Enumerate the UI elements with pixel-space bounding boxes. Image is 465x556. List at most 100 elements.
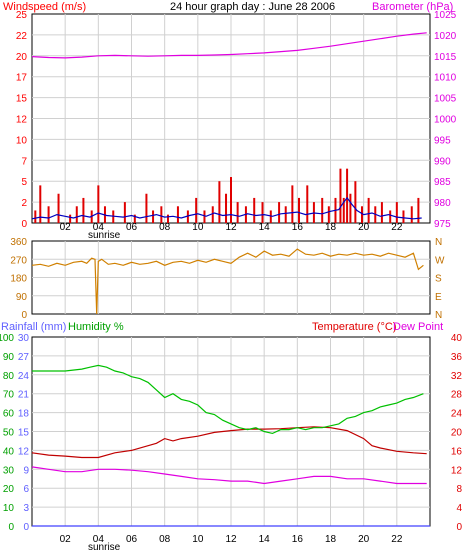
compass-y-tick: S xyxy=(435,274,442,285)
temp-x-tick: 06 xyxy=(126,534,138,545)
humidity-y-tick: 70 xyxy=(3,390,15,401)
rain-y-tick: 9 xyxy=(23,465,29,476)
baro-y-tick: 995 xyxy=(434,135,451,146)
temp-y-tick: 36 xyxy=(451,352,463,363)
temp-axis-label: Temperature (°C) xyxy=(312,321,396,333)
sunrise-label-bottom: sunrise xyxy=(88,542,121,553)
wind-y-tick: 10 xyxy=(16,135,28,146)
temp-axis-ticks: 0 4 8 12 16 20 24 28 32 36 40 xyxy=(451,333,463,533)
temp-y-tick: 24 xyxy=(451,409,463,420)
rain-y-tick: 27 xyxy=(18,352,30,363)
rain-axis-ticks: 0 3 6 9 12 15 18 21 24 27 30 xyxy=(18,333,30,533)
humidity-y-tick: 60 xyxy=(3,409,15,420)
humidity-y-tick: 20 xyxy=(3,484,15,495)
direction-y-tick: 90 xyxy=(16,292,28,303)
temp-x-tick: 16 xyxy=(292,534,304,545)
temp-x-tick: 08 xyxy=(159,534,171,545)
rain-y-tick: 6 xyxy=(23,484,29,495)
wind-y-tick: 22 xyxy=(16,31,28,42)
temp-x-tick: 14 xyxy=(259,534,271,545)
wind-x-tick: 02 xyxy=(60,222,72,233)
humidity-y-tick: 0 xyxy=(8,522,14,533)
wind-x-tick: 04 xyxy=(93,222,105,233)
dew-point-line xyxy=(31,466,427,485)
wind-y-tick: 12 xyxy=(16,115,28,126)
wind-y-tick: 0 xyxy=(21,219,27,230)
temp-y-tick: 4 xyxy=(456,503,462,514)
humidity-y-tick: 50 xyxy=(3,428,15,439)
rain-y-tick: 3 xyxy=(23,503,29,514)
temp-x-tick: 02 xyxy=(60,534,72,545)
temp-x-tick: 04 xyxy=(93,534,105,545)
humidity-axis-label: Humidity % xyxy=(68,321,124,333)
wind-y-tick: 15 xyxy=(16,94,28,105)
wind-average-line xyxy=(31,196,422,220)
chart-title: 24 hour graph day : June 28 2006 xyxy=(170,1,335,13)
temp-x-tick: 12 xyxy=(225,534,237,545)
temperature-line xyxy=(31,426,427,459)
direction-axis-ticks: 360 270 180 90 0 xyxy=(10,237,27,321)
wind-x-tick: 22 xyxy=(391,222,403,233)
wind-axis-label: Windspeed (m/s) xyxy=(3,1,86,13)
rain-y-tick: 18 xyxy=(18,409,30,420)
wind-x-tick: 06 xyxy=(126,222,138,233)
wind-y-tick: 7 xyxy=(21,156,27,167)
baro-y-tick: 975 xyxy=(434,219,451,230)
direction-y-tick: 180 xyxy=(10,274,27,285)
wind-x-tick: 10 xyxy=(192,222,204,233)
compass-y-tick: E xyxy=(435,292,442,303)
barometer-line xyxy=(31,32,427,59)
temp-x-tick: 22 xyxy=(391,534,403,545)
panel-temp-series xyxy=(31,364,430,527)
baro-y-tick: 985 xyxy=(434,177,451,188)
direction-y-tick: 360 xyxy=(10,237,27,248)
direction-y-tick: 270 xyxy=(10,255,27,266)
rain-y-tick: 0 xyxy=(23,522,29,533)
temp-y-tick: 28 xyxy=(451,390,463,401)
rain-y-tick: 30 xyxy=(18,333,30,344)
dewpoint-axis-label: Dew Point xyxy=(393,321,443,333)
panel-wind-baro: Windspeed (m/s) 24 hour graph day : June… xyxy=(3,1,457,241)
wind-y-tick: 5 xyxy=(21,177,27,188)
rain-axis-label: Rainfall (mm) xyxy=(1,321,66,333)
temp-y-tick: 16 xyxy=(451,446,463,457)
humidity-y-tick: 90 xyxy=(3,352,15,363)
humidity-line xyxy=(32,364,424,435)
baro-y-tick: 990 xyxy=(434,156,451,167)
panel-wind-x-ticks: 02 04 06 08 10 12 14 16 18 20 22 xyxy=(60,222,403,233)
panel-direction-series xyxy=(31,248,424,315)
wind-y-tick: 2 xyxy=(21,198,27,209)
baro-y-tick: 1005 xyxy=(434,94,457,105)
humidity-y-tick: 80 xyxy=(3,371,15,382)
compass-y-tick: W xyxy=(435,255,445,266)
sunrise-label-top: sunrise xyxy=(88,230,121,241)
wind-direction-line xyxy=(31,248,424,315)
temp-y-tick: 20 xyxy=(451,428,463,439)
baro-y-tick: 1020 xyxy=(434,31,457,42)
humidity-y-tick: 100 xyxy=(0,333,14,344)
direction-y-tick: 0 xyxy=(21,310,27,321)
temp-y-tick: 8 xyxy=(456,484,462,495)
temp-y-tick: 32 xyxy=(451,371,463,382)
baro-axis-ticks: 975 980 985 990 995 1000 1005 1010 1015 1020 1025 xyxy=(434,10,457,230)
baro-axis-label: Barometer (hPa) xyxy=(372,1,453,13)
temp-y-tick: 0 xyxy=(456,522,462,533)
temp-x-tick: 18 xyxy=(325,534,337,545)
wind-x-tick: 18 xyxy=(325,222,337,233)
wind-x-tick: 08 xyxy=(159,222,171,233)
humidity-y-tick: 10 xyxy=(3,503,15,514)
panel-temp-hum: Rainfall (mm) Humidity % Temperature (°C… xyxy=(0,321,462,553)
wind-x-tick: 14 xyxy=(259,222,271,233)
compass-y-tick: N xyxy=(435,310,442,321)
baro-y-tick: 1000 xyxy=(434,115,457,126)
rain-y-tick: 24 xyxy=(18,371,30,382)
wind-x-tick: 12 xyxy=(225,222,237,233)
rain-y-tick: 21 xyxy=(18,390,30,401)
humidity-y-tick: 40 xyxy=(3,446,15,457)
temp-y-tick: 40 xyxy=(451,333,463,344)
baro-y-tick: 980 xyxy=(434,198,451,209)
wind-x-tick: 16 xyxy=(292,222,304,233)
baro-y-tick: 1025 xyxy=(434,10,457,21)
